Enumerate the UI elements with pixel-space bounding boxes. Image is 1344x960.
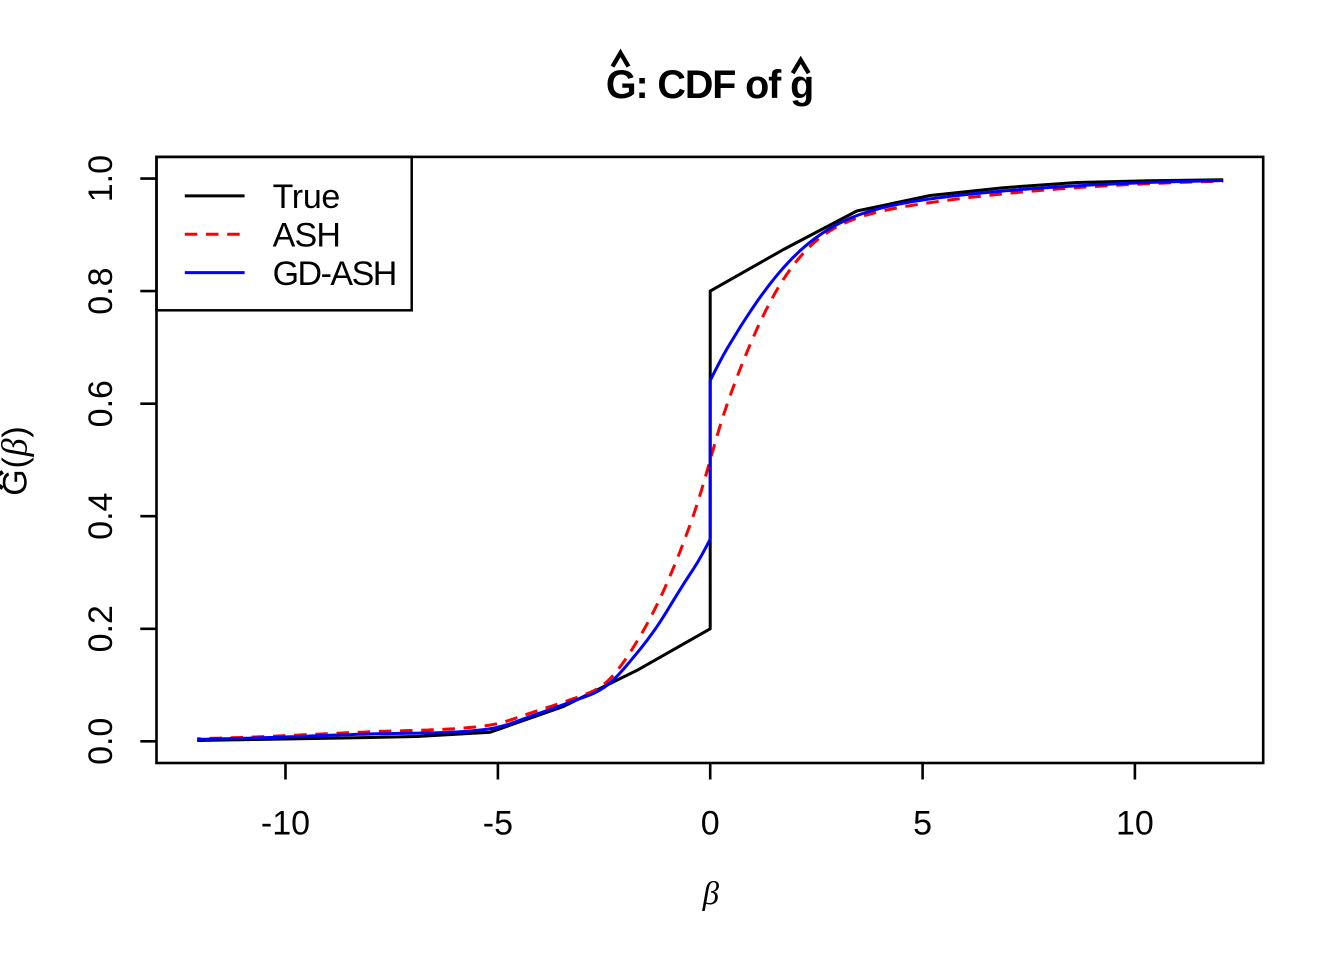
svg-text:ASH: ASH (273, 217, 341, 255)
svg-text:0.4: 0.4 (82, 493, 120, 540)
svg-text:G: CDF of g: G: CDF of g (606, 63, 813, 107)
svg-text:G(β): G(β) (0, 425, 35, 495)
svg-text:1.0: 1.0 (82, 155, 120, 202)
svg-text:0.8: 0.8 (82, 267, 120, 314)
svg-text:0.6: 0.6 (82, 380, 120, 427)
svg-text:0: 0 (701, 805, 720, 843)
svg-text:-10: -10 (261, 805, 310, 843)
svg-text:-5: -5 (483, 805, 513, 843)
svg-text:β: β (702, 876, 720, 912)
svg-text:0.0: 0.0 (82, 718, 120, 765)
svg-text:10: 10 (1116, 805, 1154, 843)
svg-text:True: True (273, 178, 340, 216)
svg-text:5: 5 (913, 805, 932, 843)
svg-text:GD-ASH: GD-ASH (273, 255, 396, 293)
svg-text:0.2: 0.2 (82, 605, 120, 652)
